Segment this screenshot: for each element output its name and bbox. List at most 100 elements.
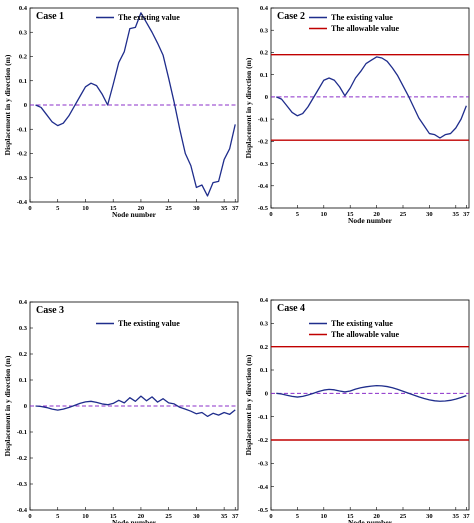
y-tick-label: -0.2 bbox=[258, 437, 268, 444]
legend-entry: The existing value bbox=[331, 319, 393, 328]
y-tick-label: 0.3 bbox=[19, 29, 28, 36]
y-tick-label: 0 bbox=[24, 102, 27, 109]
y-tick-label: -0.1 bbox=[258, 116, 268, 123]
y-tick-label: 0.2 bbox=[260, 344, 268, 351]
x-tick-label: 5 bbox=[296, 211, 300, 218]
y-tick-label: 0.3 bbox=[260, 321, 269, 328]
x-tick-label: 10 bbox=[321, 211, 328, 218]
legend-entry: The existing value bbox=[118, 319, 180, 328]
x-tick-label: 35 bbox=[221, 205, 228, 212]
chart-panel-2: 0.40.30.20.10-0.1-0.2-0.3-0.4-0.50 5 10 15 2… bbox=[244, 5, 470, 225]
legend-entry: The existing value bbox=[118, 13, 180, 22]
x-tick-label: 25 bbox=[165, 513, 172, 520]
y-tick-label: 0.1 bbox=[19, 78, 27, 85]
plot-frame bbox=[270, 7, 470, 209]
case-title: Case 2 bbox=[277, 11, 305, 22]
x-tick-label: 10 bbox=[82, 205, 89, 212]
y-tick-label: 0.2 bbox=[19, 54, 27, 61]
x-tick-label: 30 bbox=[426, 211, 433, 218]
y-axis-label: Displacement in y direction (m) bbox=[244, 57, 253, 158]
y-tick-label: 0.4 bbox=[260, 297, 269, 304]
y-tick-label: -0.1 bbox=[17, 126, 27, 133]
chart-panel-3: 0.40.30.20.10-0.1-0.2-0.3-0.40 5 10 15 20 25 3… bbox=[3, 299, 239, 523]
y-tick-label: -0.3 bbox=[17, 175, 28, 182]
y-tick-label: -0.4 bbox=[17, 507, 28, 514]
x-tick-label: 15 bbox=[347, 513, 354, 520]
x-tick-label: 0 bbox=[28, 205, 31, 212]
y-tick-label: -0.3 bbox=[258, 161, 269, 168]
x-tick-label: 0 bbox=[269, 513, 272, 520]
x-tick-label: 10 bbox=[82, 513, 89, 520]
y-tick-label: 0.1 bbox=[260, 367, 268, 374]
x-tick-label: 30 bbox=[193, 513, 200, 520]
y-tick-label: -0.4 bbox=[258, 183, 269, 190]
legend-entry: The allowable value bbox=[331, 330, 399, 339]
x-tick-label: 37 bbox=[463, 513, 470, 520]
x-tick-label: 15 bbox=[110, 513, 117, 520]
y-tick-label: -0.2 bbox=[17, 151, 27, 158]
x-tick-label: 0 bbox=[28, 513, 31, 520]
y-tick-label: -0.2 bbox=[17, 455, 27, 462]
y-tick-label: -0.5 bbox=[258, 205, 269, 212]
y-tick-label: -0.1 bbox=[258, 414, 268, 421]
y-tick-label: -0.1 bbox=[17, 429, 27, 436]
y-tick-label: -0.3 bbox=[17, 481, 28, 488]
x-tick-label: 5 bbox=[296, 513, 300, 520]
y-tick-label: -0.2 bbox=[258, 139, 268, 146]
x-axis-label: Node number bbox=[348, 216, 393, 225]
x-tick-label: 5 bbox=[56, 513, 60, 520]
x-tick-label: 35 bbox=[453, 513, 460, 520]
chart-panel-1: 0.40.30.20.10-0.1-0.2-0.3-0.40 5 10 15 20 25 3… bbox=[3, 5, 239, 219]
x-tick-label: 25 bbox=[165, 205, 172, 212]
legend-entry: The existing value bbox=[331, 13, 393, 22]
x-tick-label: 30 bbox=[426, 513, 433, 520]
x-tick-label: 37 bbox=[232, 205, 239, 212]
x-tick-label: 10 bbox=[321, 513, 328, 520]
x-tick-label: 20 bbox=[138, 513, 145, 520]
x-tick-label: 25 bbox=[400, 211, 407, 218]
x-tick-label: 25 bbox=[400, 513, 407, 520]
y-tick-label: -0.4 bbox=[258, 484, 269, 491]
y-tick-label: 0.3 bbox=[19, 325, 28, 332]
x-tick-label: 5 bbox=[56, 205, 60, 212]
x-axis-label: Node number bbox=[348, 518, 393, 523]
y-tick-label: 0.1 bbox=[19, 377, 27, 384]
y-tick-label: -0.5 bbox=[258, 507, 269, 514]
existing-value-line bbox=[276, 384, 467, 402]
legend-entry: The allowable value bbox=[331, 24, 399, 33]
x-tick-label: 20 bbox=[138, 205, 145, 212]
x-tick-label: 37 bbox=[232, 513, 239, 520]
y-tick-label: 0.4 bbox=[19, 299, 28, 306]
y-tick-label: 0.2 bbox=[19, 351, 27, 358]
x-tick-label: 15 bbox=[110, 205, 117, 212]
case-title: Case 3 bbox=[36, 305, 64, 316]
x-tick-label: 37 bbox=[463, 211, 470, 218]
x-tick-label: 30 bbox=[193, 205, 200, 212]
y-axis-label: Displacement in y direction (m) bbox=[3, 355, 12, 456]
x-tick-label: 0 bbox=[269, 211, 272, 218]
y-tick-label: 0.4 bbox=[19, 5, 28, 12]
y-axis-label: Displacement in y direction (m) bbox=[244, 354, 253, 455]
existing-value-line bbox=[276, 56, 467, 139]
x-tick-label: 35 bbox=[453, 211, 460, 218]
x-tick-label: 20 bbox=[373, 211, 380, 218]
y-tick-label: 0 bbox=[265, 391, 268, 398]
y-tick-label: 0.2 bbox=[260, 50, 268, 57]
y-tick-label: 0 bbox=[265, 94, 268, 101]
y-tick-label: -0.3 bbox=[258, 461, 269, 468]
chart-panel-4: 0.40.30.20.10-0.1-0.2-0.3-0.4-0.50 5 10 15 2… bbox=[244, 297, 470, 523]
x-tick-label: 35 bbox=[221, 513, 228, 520]
x-tick-label: 20 bbox=[373, 513, 380, 520]
x-axis-label: Node number bbox=[112, 518, 157, 523]
y-tick-label: 0.3 bbox=[260, 27, 269, 34]
case-title: Case 1 bbox=[36, 11, 64, 22]
x-axis-label: Node number bbox=[112, 210, 157, 219]
y-tick-label: -0.4 bbox=[17, 199, 28, 206]
plot-frame bbox=[270, 299, 470, 511]
existing-value-line bbox=[35, 395, 236, 418]
existing-value-line bbox=[35, 12, 236, 197]
y-tick-label: 0.1 bbox=[260, 72, 268, 79]
y-tick-label: 0 bbox=[24, 403, 27, 410]
x-tick-label: 15 bbox=[347, 211, 354, 218]
